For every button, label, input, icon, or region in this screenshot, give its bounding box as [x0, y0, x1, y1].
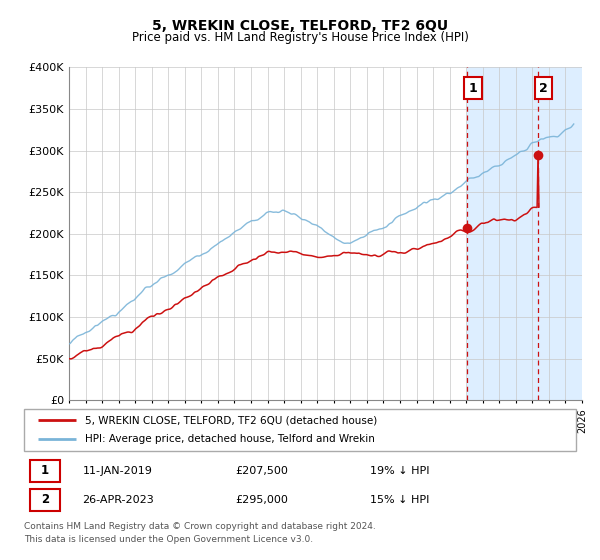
FancyBboxPatch shape	[29, 460, 60, 482]
Text: 26-APR-2023: 26-APR-2023	[82, 495, 154, 505]
Text: 5, WREKIN CLOSE, TELFORD, TF2 6QU (detached house): 5, WREKIN CLOSE, TELFORD, TF2 6QU (detac…	[85, 415, 377, 425]
Text: 1: 1	[469, 82, 477, 95]
Text: This data is licensed under the Open Government Licence v3.0.: This data is licensed under the Open Gov…	[24, 535, 313, 544]
FancyBboxPatch shape	[29, 489, 60, 511]
Text: 5, WREKIN CLOSE, TELFORD, TF2 6QU: 5, WREKIN CLOSE, TELFORD, TF2 6QU	[152, 19, 448, 33]
Text: HPI: Average price, detached house, Telford and Wrekin: HPI: Average price, detached house, Telf…	[85, 435, 374, 445]
Text: Contains HM Land Registry data © Crown copyright and database right 2024.: Contains HM Land Registry data © Crown c…	[24, 522, 376, 531]
Text: 15% ↓ HPI: 15% ↓ HPI	[370, 495, 429, 505]
Text: 19% ↓ HPI: 19% ↓ HPI	[370, 466, 429, 475]
Text: £295,000: £295,000	[235, 495, 288, 505]
Text: Price paid vs. HM Land Registry's House Price Index (HPI): Price paid vs. HM Land Registry's House …	[131, 31, 469, 44]
FancyBboxPatch shape	[24, 409, 576, 451]
Text: £207,500: £207,500	[235, 466, 288, 475]
Text: 1: 1	[41, 464, 49, 477]
Text: 2: 2	[41, 493, 49, 506]
Text: 2: 2	[539, 82, 548, 95]
Text: 11-JAN-2019: 11-JAN-2019	[83, 466, 153, 475]
Bar	[467, 67, 582, 400]
